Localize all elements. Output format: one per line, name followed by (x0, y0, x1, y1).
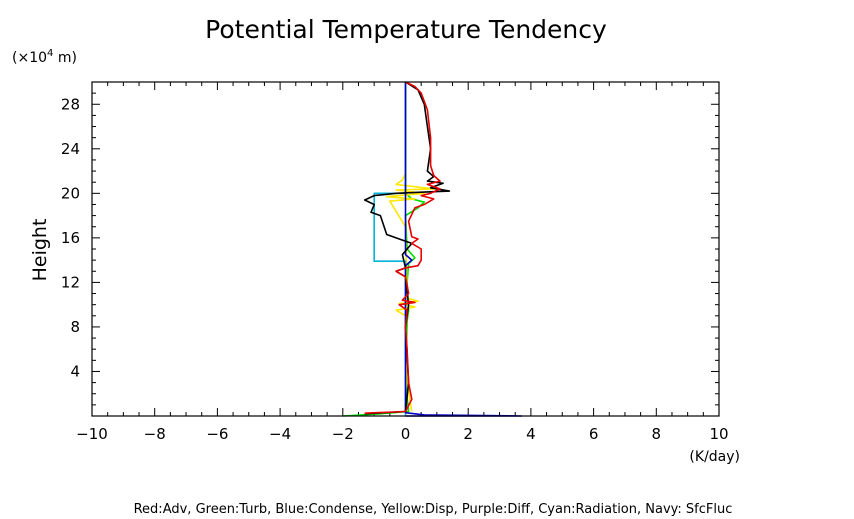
plot-frame (91, 81, 720, 417)
x-tick-label: −8 (144, 425, 166, 443)
x-tick-label: −4 (269, 425, 291, 443)
x-tick-label: 4 (526, 425, 536, 443)
x-tick-label: −10 (76, 425, 108, 443)
x-tick-label: 2 (463, 425, 473, 443)
x-tick-label: −2 (332, 425, 354, 443)
series-line-3 (404, 82, 523, 417)
plot-area (342, 81, 523, 417)
y-tick-label: 4 (70, 362, 80, 380)
y-tick-label: 8 (70, 318, 80, 336)
x-tick-label: 8 (652, 425, 662, 443)
series-line-5 (364, 81, 441, 414)
y-tick-label: 24 (61, 140, 80, 158)
x-tick-label: 10 (709, 425, 728, 443)
y-axis-unit: (×104 m) (12, 48, 77, 66)
x-axis-unit: (K/day) (689, 449, 740, 465)
series-line-2 (373, 82, 407, 416)
y-axis-unit-prefix: (×10 (12, 50, 47, 66)
series-line-0 (342, 82, 426, 417)
y-tick-label: 28 (61, 95, 80, 113)
x-tick-label: 6 (589, 425, 599, 443)
y-axis-unit-exponent: 4 (47, 48, 53, 59)
y-axis-unit-suffix: m) (53, 50, 77, 66)
series-line-1 (385, 82, 435, 412)
legend-text: Red:Adv, Green:Turb, Blue:Condense, Yell… (134, 502, 733, 517)
y-axis-label: Height (29, 219, 51, 282)
axis-ticks (91, 82, 720, 416)
y-tick-label: 12 (61, 273, 80, 291)
x-tick-label: −6 (206, 425, 228, 443)
y-tick-label: 20 (61, 184, 80, 202)
x-tick-label: 0 (401, 425, 411, 443)
chart-title: Potential Temperature Tendency (205, 15, 607, 44)
y-tick-label: 16 (61, 229, 80, 247)
